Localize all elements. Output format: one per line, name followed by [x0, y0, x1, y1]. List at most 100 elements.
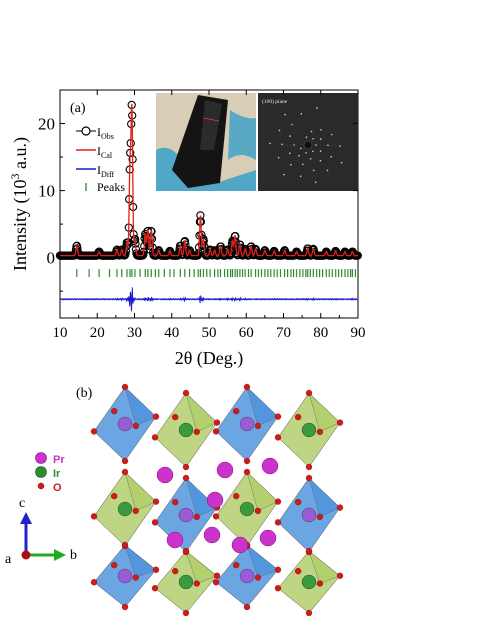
- panel-b-label: (b): [76, 386, 93, 401]
- o-atom: [152, 566, 160, 573]
- o-atom: [151, 519, 159, 526]
- pr-atom: [231, 536, 249, 554]
- y-axis-label-prefix: Intensity (10: [10, 179, 31, 271]
- laue-spot: [289, 135, 291, 137]
- o-atom: [243, 603, 251, 611]
- laue-spot: [283, 173, 285, 176]
- legend-entry-obs: IObs: [76, 125, 114, 141]
- pr-atom: [156, 466, 174, 484]
- y-tick-label: 10: [38, 182, 55, 201]
- laue-spot: [319, 159, 322, 162]
- y-axis: 0 10 20: [38, 115, 358, 292]
- o-atom: [152, 498, 160, 505]
- o-atom: [121, 541, 129, 549]
- ir-octahedron-face: [185, 550, 218, 584]
- peak-markers: [76, 269, 356, 278]
- o-atom: [243, 457, 251, 465]
- c-axis-label: c: [19, 496, 25, 511]
- legend-label-diff: IDiff: [97, 163, 115, 179]
- element-label-pr: Pr: [53, 454, 65, 466]
- o-atom: [254, 422, 262, 430]
- pr-octahedron-face: [246, 386, 279, 427]
- o-atom: [213, 419, 221, 426]
- y-axis-label-sup: 3: [8, 173, 22, 179]
- o-atom: [316, 428, 324, 436]
- legend: IObs ICal IDiff Peaks: [76, 125, 125, 194]
- laue-spot: [281, 143, 283, 146]
- laue-spot: [330, 155, 333, 158]
- o-atom: [151, 434, 159, 441]
- laue-spot: [305, 136, 308, 138]
- o-atom: [233, 407, 240, 415]
- inset-crystal-photo: [156, 93, 256, 191]
- o-atom: [305, 389, 313, 397]
- legend-label-obs: IObs: [97, 125, 114, 141]
- o-atom: [121, 468, 129, 476]
- laue-spot: [278, 129, 281, 132]
- o-atom: [111, 492, 118, 500]
- element-legend-ir: Ir: [35, 466, 61, 480]
- laue-spot: [299, 175, 302, 177]
- legend-label-cal: ICal: [97, 144, 113, 160]
- ir-atom: [117, 501, 133, 517]
- legend-entry-cal: ICal: [76, 144, 113, 160]
- o-atom: [274, 566, 282, 573]
- a-axis-label: a: [5, 552, 12, 567]
- calculated-curve: [60, 103, 358, 257]
- o-atom: [274, 434, 282, 441]
- laue-spot: [291, 123, 293, 126]
- orientation-axes: c b a: [5, 496, 77, 567]
- laue-spot: [319, 138, 322, 140]
- o-atom: [274, 519, 282, 526]
- x-tick-label: 20: [90, 325, 105, 341]
- o-atom: [152, 413, 160, 420]
- b-axis-arrow-head: [54, 549, 66, 561]
- legend-entry-diff: IDiff: [76, 163, 115, 179]
- o-atom: [233, 561, 240, 569]
- o-atom: [182, 547, 190, 555]
- laue-spot: [319, 150, 322, 152]
- o-atom: [294, 498, 302, 506]
- o-atom: [316, 513, 324, 521]
- ir-atom: [301, 422, 317, 438]
- element-label-o: O: [53, 482, 62, 494]
- o-atom: [305, 609, 313, 617]
- laue-spot: [316, 107, 318, 109]
- legend-label-peaks: Peaks: [97, 180, 125, 194]
- o-atom: [336, 419, 344, 426]
- element-legend-pr: Pr: [35, 452, 65, 466]
- difference-curve: [59, 287, 359, 312]
- element-legend: Pr Ir O: [35, 452, 65, 494]
- o-atom: [294, 413, 302, 421]
- laue-spot: [300, 147, 302, 150]
- o-atom: [254, 574, 262, 581]
- inset-laue-pattern: (100) plane: [258, 93, 358, 191]
- laue-spot: [339, 145, 341, 147]
- ir-atom: [239, 501, 255, 517]
- o-atom: [193, 513, 200, 521]
- o-atom: [336, 572, 344, 579]
- o-atom: [305, 463, 313, 471]
- o-atom: [212, 579, 220, 586]
- xrd-chart: (100) plane 10 20 30 40 50 60 70 80 90 0 10 20 2θ …: [8, 89, 366, 369]
- laue-spot: [277, 156, 280, 159]
- ir-octahedron-face: [185, 392, 218, 433]
- o-atom: [182, 474, 190, 482]
- laue-spot: [284, 113, 286, 116]
- o-atom: [121, 603, 129, 611]
- laue-spot: [331, 133, 333, 136]
- x-tick-label: 70: [276, 325, 291, 341]
- ir-atom: [301, 574, 317, 590]
- o-atom: [151, 585, 159, 592]
- ir-octahedron-face: [308, 392, 341, 433]
- o-atom: [305, 474, 313, 482]
- pr-atom: [216, 461, 234, 479]
- b-site-atom: [117, 568, 133, 584]
- ir-atom: [178, 422, 194, 438]
- b-site-atom: [178, 507, 194, 523]
- b-axis-label: b: [70, 548, 77, 563]
- laue-spot: [302, 163, 304, 166]
- o-atom: [172, 413, 179, 421]
- o-atom: [132, 422, 139, 430]
